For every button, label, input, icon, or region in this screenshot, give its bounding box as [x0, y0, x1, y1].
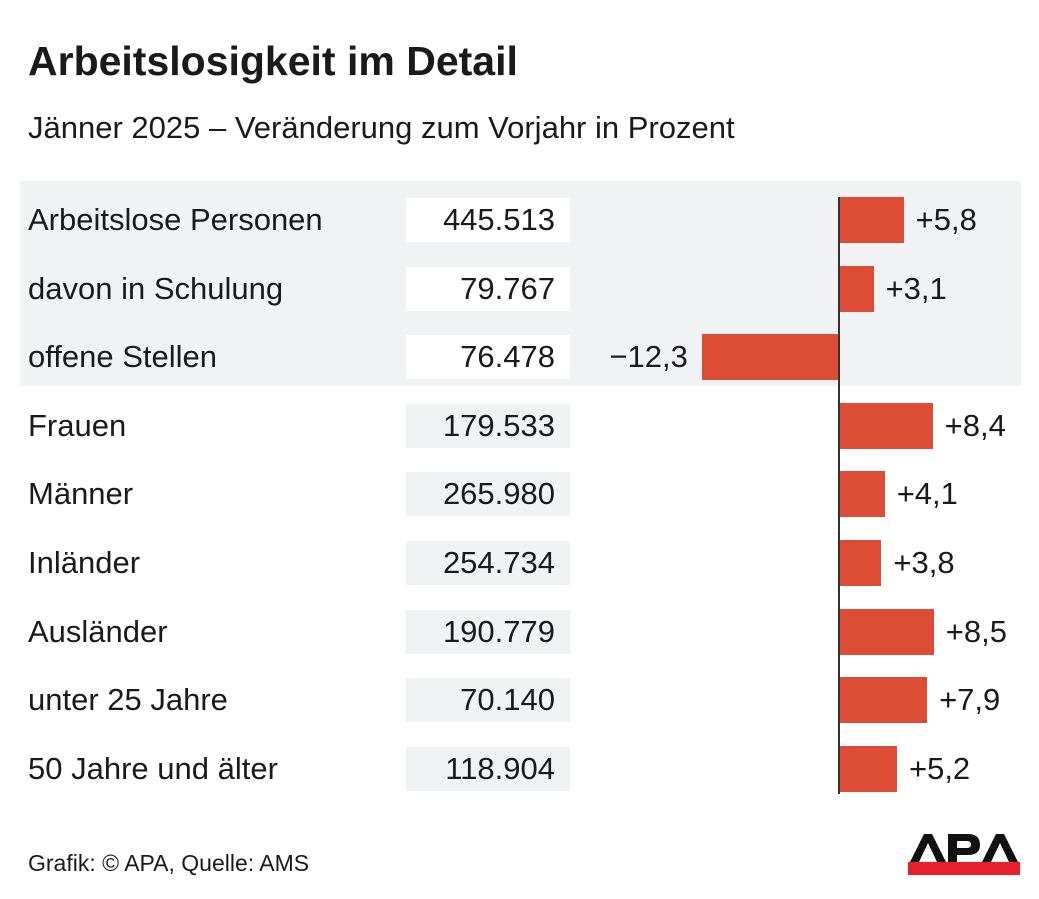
data-label: +7,9: [939, 682, 1001, 718]
bar: [839, 197, 904, 243]
category-label: 50 Jahre und älter: [28, 750, 278, 786]
absolute-value: 79.767: [406, 266, 570, 311]
bar: [839, 265, 874, 312]
category-label: Arbeitslose Personen: [28, 202, 323, 237]
chart-subtitle: Jänner 2025 – Veränderung zum Vorjahr in…: [28, 110, 735, 145]
bar: [701, 334, 839, 381]
category-label: davon in Schulung: [28, 270, 284, 306]
absolute-value: 76.478: [406, 335, 570, 380]
category-label: Männer: [28, 476, 134, 512]
bar: [839, 471, 885, 518]
data-label: +3,1: [885, 270, 947, 306]
absolute-value: 190.779: [406, 609, 570, 654]
data-label: +4,1: [896, 476, 958, 512]
category-label: unter 25 Jahre: [28, 682, 228, 718]
bar: [839, 745, 897, 792]
data-label: −12,3: [609, 339, 688, 375]
data-label: +3,8: [893, 545, 955, 580]
bar: [839, 677, 928, 724]
source-note: Grafik: © APA, Quelle: AMS: [28, 850, 310, 876]
apa-logo: [908, 834, 1020, 875]
absolute-value: 179.533: [406, 403, 570, 448]
absolute-value: 254.734: [406, 541, 570, 585]
chart-title: Arbeitslosigkeit im Detail: [28, 38, 518, 84]
category-label: offene Stellen: [28, 339, 218, 375]
data-label: +8,5: [945, 613, 1007, 649]
bar: [839, 402, 933, 449]
absolute-value: 70.140: [406, 678, 570, 723]
data-label: +8,4: [944, 407, 1006, 443]
category-label: Ausländer: [28, 613, 168, 649]
zero-axis: [838, 197, 840, 794]
absolute-value: 118.904: [406, 746, 570, 791]
category-label: Inländer: [28, 545, 141, 580]
data-label: +5,2: [908, 750, 971, 786]
category-label: Frauen: [28, 407, 127, 443]
bar: [839, 540, 882, 586]
bar: [839, 608, 934, 655]
absolute-value: 265.980: [406, 472, 570, 517]
absolute-value: 445.513: [406, 198, 570, 242]
data-label: +5,8: [915, 202, 977, 237]
